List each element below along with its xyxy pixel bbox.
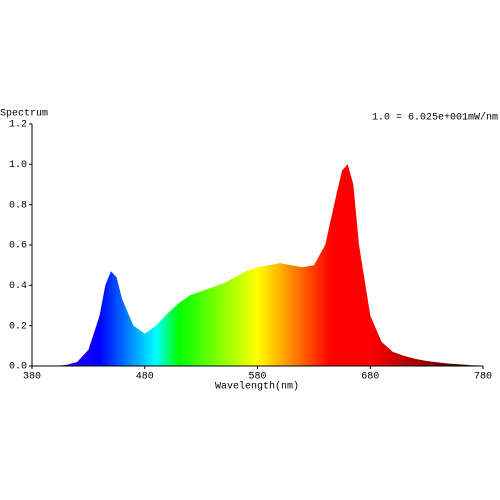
spectrum-area [32, 164, 483, 366]
y-tick-label: 0.6 [9, 241, 27, 252]
y-tick-label: 1.2 [9, 120, 27, 131]
x-tick-label: 580 [248, 372, 266, 383]
y-tick-label: 0.0 [9, 362, 27, 373]
y-tick-label: 0.4 [9, 281, 27, 292]
y-tick-label: 0.2 [9, 321, 27, 332]
x-tick-label: 780 [474, 372, 492, 383]
x-tick-label: 380 [23, 372, 41, 383]
annotation: 1.0 = 6.025e+001mW/nm [372, 112, 498, 124]
y-tick-label: 0.8 [9, 200, 27, 211]
x-tick-label: 680 [361, 372, 379, 383]
x-axis-label: Wavelength(nm) [215, 381, 299, 393]
x-tick-label: 480 [136, 372, 154, 383]
y-tick-label: 1.0 [9, 160, 27, 171]
y-axis-label: Spectrum [0, 109, 48, 120]
